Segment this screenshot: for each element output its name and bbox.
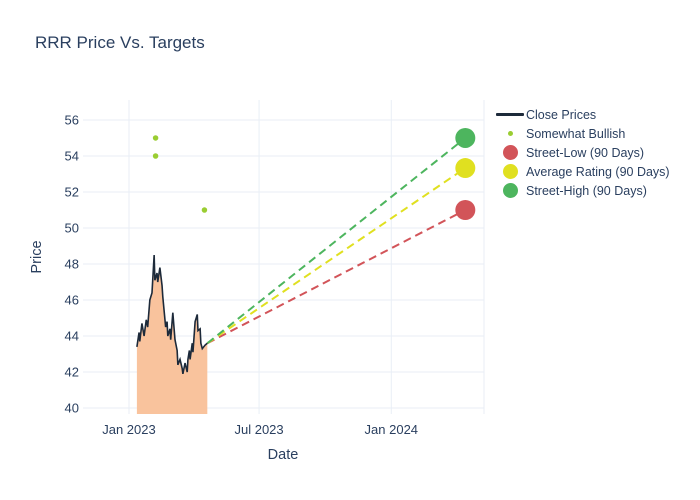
- y-tick-label: 54: [65, 148, 79, 163]
- somewhat-bullish-marker[interactable]: [201, 207, 208, 213]
- x-tick-label: Jan 2024: [365, 422, 419, 437]
- x-tick-label: Jul 2023: [234, 422, 283, 437]
- street-low-90-days--marker[interactable]: [455, 200, 476, 221]
- y-tick-label: 56: [65, 112, 79, 127]
- legend-label: Street-Low (90 Days): [526, 145, 645, 160]
- street-high-90-days--marker[interactable]: [455, 127, 476, 148]
- legend-label: Somewhat Bullish: [526, 126, 626, 141]
- x-tick-label: Jan 2023: [102, 422, 156, 437]
- y-tick-label: 50: [65, 221, 79, 236]
- small-dot-swatch-icon: [494, 131, 526, 136]
- legend-item-somewhat-bullish[interactable]: Somewhat Bullish: [494, 124, 670, 143]
- legend-label: Average Rating (90 Days): [526, 164, 670, 179]
- somewhat-bullish-marker[interactable]: [152, 153, 159, 159]
- yellow-circle-swatch-icon: [494, 164, 526, 179]
- y-tick-label: 44: [65, 329, 79, 344]
- legend: Close Prices Somewhat Bullish Street-Low…: [494, 105, 670, 200]
- y-tick-label: 40: [65, 401, 79, 416]
- average-rating-90-days--marker[interactable]: [455, 158, 476, 179]
- somewhat-bullish-marker[interactable]: [152, 135, 159, 141]
- y-tick-label: 48: [65, 257, 79, 272]
- chart-title: RRR Price Vs. Targets: [35, 33, 205, 52]
- y-tick-label: 52: [65, 185, 79, 200]
- target-dash-line: [206, 209, 466, 345]
- green-circle-swatch-icon: [494, 183, 526, 198]
- target-dash-line: [206, 137, 466, 345]
- y-tick-label: 46: [65, 293, 79, 308]
- legend-item-street-high[interactable]: Street-High (90 Days): [494, 181, 670, 200]
- legend-label: Street-High (90 Days): [526, 183, 647, 198]
- target-dash-line: [206, 167, 466, 345]
- y-axis-title: Price: [29, 240, 45, 274]
- y-tick-label: 42: [65, 365, 79, 380]
- legend-item-street-low[interactable]: Street-Low (90 Days): [494, 143, 670, 162]
- close-prices-line[interactable]: [136, 254, 208, 375]
- red-circle-swatch-icon: [494, 145, 526, 160]
- legend-item-average-rating[interactable]: Average Rating (90 Days): [494, 162, 670, 181]
- legend-label: Close Prices: [526, 107, 597, 122]
- x-axis-title: Date: [267, 447, 299, 463]
- close-prices-area: [136, 255, 208, 414]
- legend-item-close-prices[interactable]: Close Prices: [494, 105, 670, 124]
- line-swatch-icon: [494, 113, 526, 116]
